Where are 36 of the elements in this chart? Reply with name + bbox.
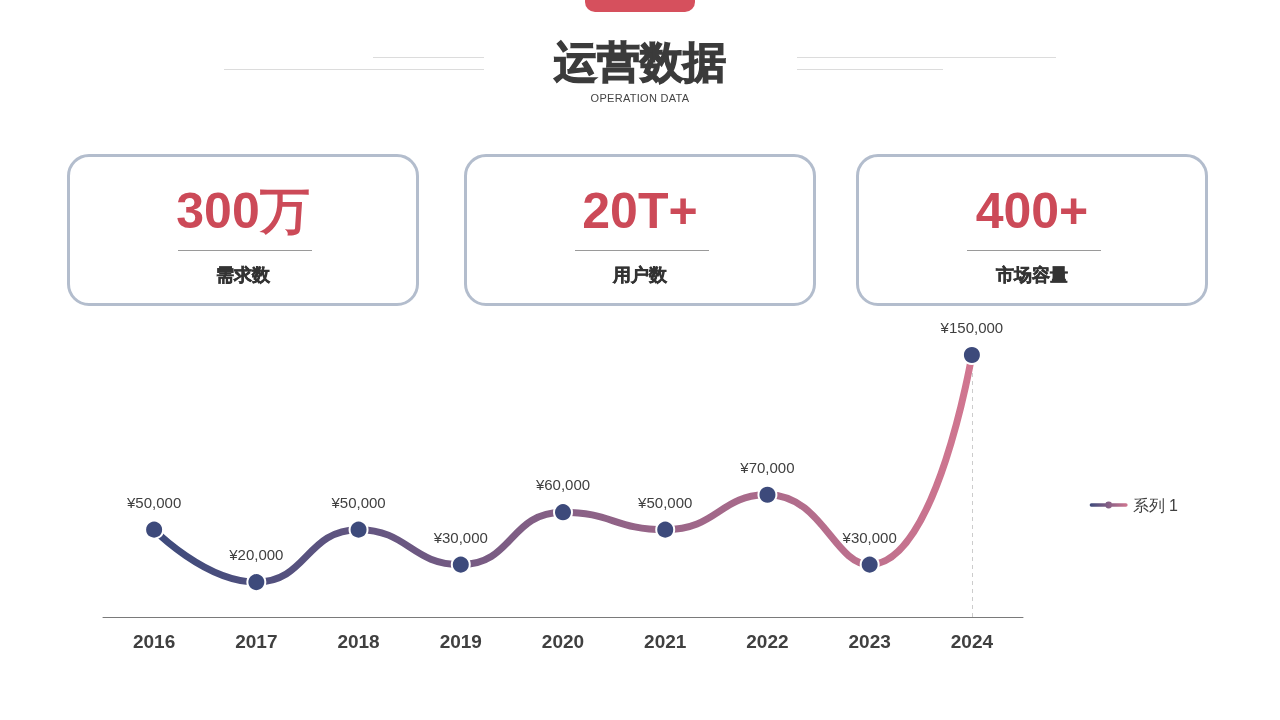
data-label: ¥50,000: [330, 493, 386, 511]
legend-label: 系列 1: [1132, 496, 1179, 514]
x-tick-label: 2024: [950, 631, 994, 652]
x-tick-label: 2023: [848, 631, 891, 652]
data-label: ¥60,000: [534, 476, 591, 494]
text: OPERATION DATA: [589, 91, 691, 105]
data-label: ¥30,000: [432, 528, 488, 546]
point: [450, 554, 471, 575]
x-tick-label: 2020: [541, 631, 585, 652]
point: [553, 502, 573, 523]
point: [246, 572, 267, 593]
point: [655, 519, 676, 540]
data-label: ¥70,000: [739, 458, 795, 476]
text: 用户数: [612, 264, 668, 286]
point: [144, 519, 165, 540]
point: [859, 554, 880, 575]
point: [961, 345, 982, 365]
text: 300万: [175, 183, 311, 239]
text: 20T+: [581, 183, 699, 239]
text: 400+: [974, 183, 1090, 239]
point: [348, 519, 369, 540]
text: 运营数据: [553, 37, 727, 88]
x-tick-label: 2022: [746, 631, 789, 652]
data-label: ¥20,000: [228, 546, 284, 564]
x-tick-label: 2019: [439, 631, 482, 652]
data-label: ¥30,000: [841, 528, 897, 546]
text: 市场容量: [995, 264, 1069, 286]
text: 需求数: [215, 264, 271, 286]
x-tick-label: 2016: [132, 631, 176, 652]
data-label: ¥50,000: [125, 493, 182, 511]
data-label: ¥150,000: [939, 319, 1004, 336]
x-tick-label: 2018: [337, 631, 380, 652]
data-label: ¥50,000: [637, 493, 693, 511]
point: [757, 484, 778, 505]
x-tick-label: 2017: [235, 631, 278, 652]
x-tick-label: 2021: [644, 631, 687, 652]
